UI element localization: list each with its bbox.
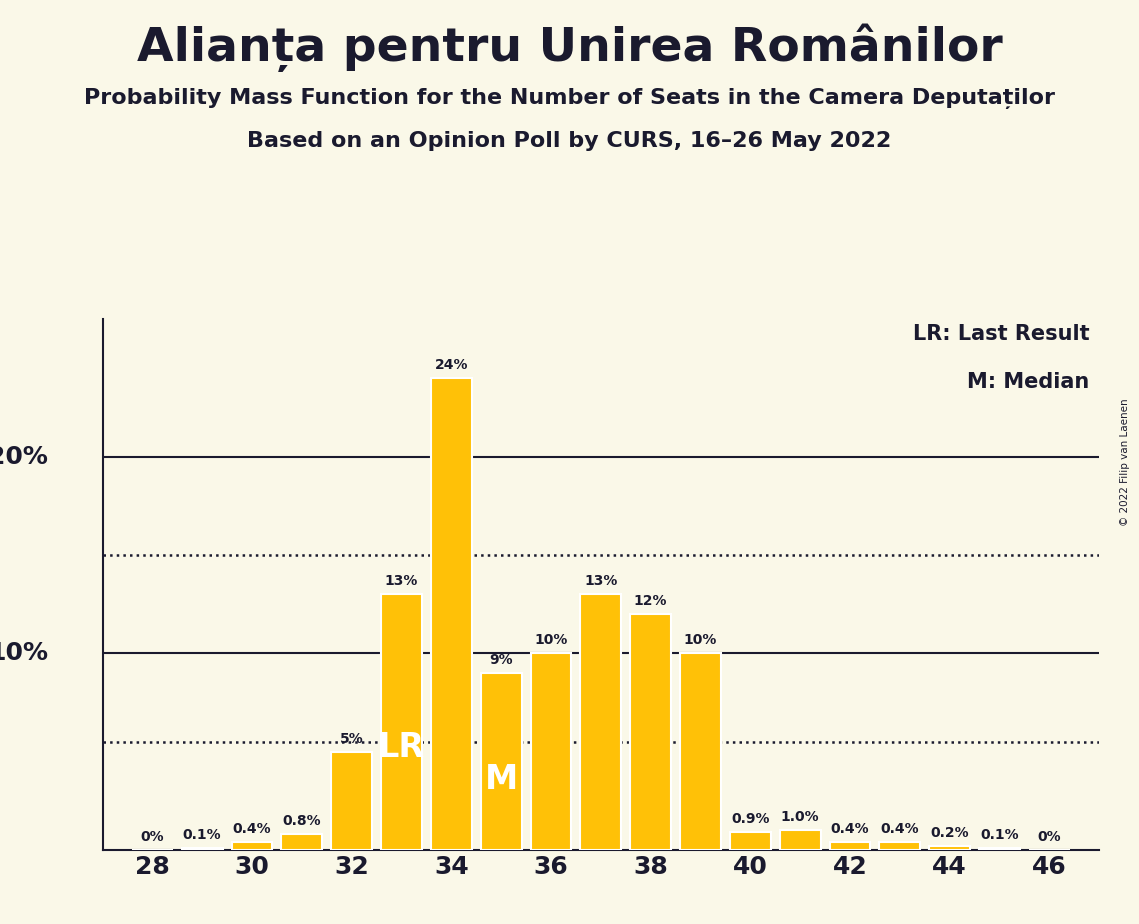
Text: 1.0%: 1.0% — [781, 810, 819, 824]
Text: 0.9%: 0.9% — [731, 812, 770, 826]
Text: 10%: 10% — [534, 633, 567, 648]
Text: 0.4%: 0.4% — [830, 822, 869, 836]
Text: 10%: 10% — [0, 641, 48, 665]
Text: 13%: 13% — [385, 575, 418, 589]
Text: LR: Last Result: LR: Last Result — [912, 324, 1089, 344]
Text: 9%: 9% — [490, 653, 513, 667]
Bar — [879, 842, 920, 850]
Text: 24%: 24% — [435, 358, 468, 372]
Bar — [182, 848, 222, 850]
Bar — [331, 752, 372, 850]
Text: 12%: 12% — [634, 594, 667, 608]
Bar — [281, 834, 322, 850]
Text: 0%: 0% — [1038, 830, 1062, 845]
Text: M: Median: M: Median — [967, 372, 1089, 392]
Bar — [730, 833, 771, 850]
Text: 0%: 0% — [140, 830, 164, 845]
Bar — [980, 848, 1019, 850]
Text: 0.2%: 0.2% — [931, 826, 969, 840]
Bar — [680, 653, 721, 850]
Text: 0.1%: 0.1% — [183, 828, 221, 842]
Text: 0.1%: 0.1% — [981, 828, 1018, 842]
Text: Alianța pentru Unirea Românilor: Alianța pentru Unirea Românilor — [137, 23, 1002, 71]
Bar — [231, 842, 272, 850]
Bar — [531, 653, 572, 850]
Bar — [382, 594, 421, 850]
Text: Probability Mass Function for the Number of Seats in the Camera Deputaților: Probability Mass Function for the Number… — [84, 88, 1055, 109]
Bar — [581, 594, 621, 850]
Text: 0.4%: 0.4% — [232, 822, 271, 836]
Bar — [431, 378, 472, 850]
Text: LR: LR — [378, 731, 425, 764]
Bar — [829, 842, 870, 850]
Bar — [481, 673, 522, 850]
Bar — [780, 831, 820, 850]
Text: Based on an Opinion Poll by CURS, 16–26 May 2022: Based on an Opinion Poll by CURS, 16–26 … — [247, 131, 892, 152]
Bar — [630, 614, 671, 850]
Text: 0.4%: 0.4% — [880, 822, 919, 836]
Text: M: M — [484, 762, 518, 796]
Bar — [929, 846, 970, 850]
Text: 10%: 10% — [683, 633, 718, 648]
Text: © 2022 Filip van Laenen: © 2022 Filip van Laenen — [1121, 398, 1130, 526]
Text: 0.8%: 0.8% — [282, 814, 321, 829]
Text: 5%: 5% — [339, 732, 363, 746]
Text: 13%: 13% — [584, 575, 617, 589]
Text: 20%: 20% — [0, 444, 48, 468]
